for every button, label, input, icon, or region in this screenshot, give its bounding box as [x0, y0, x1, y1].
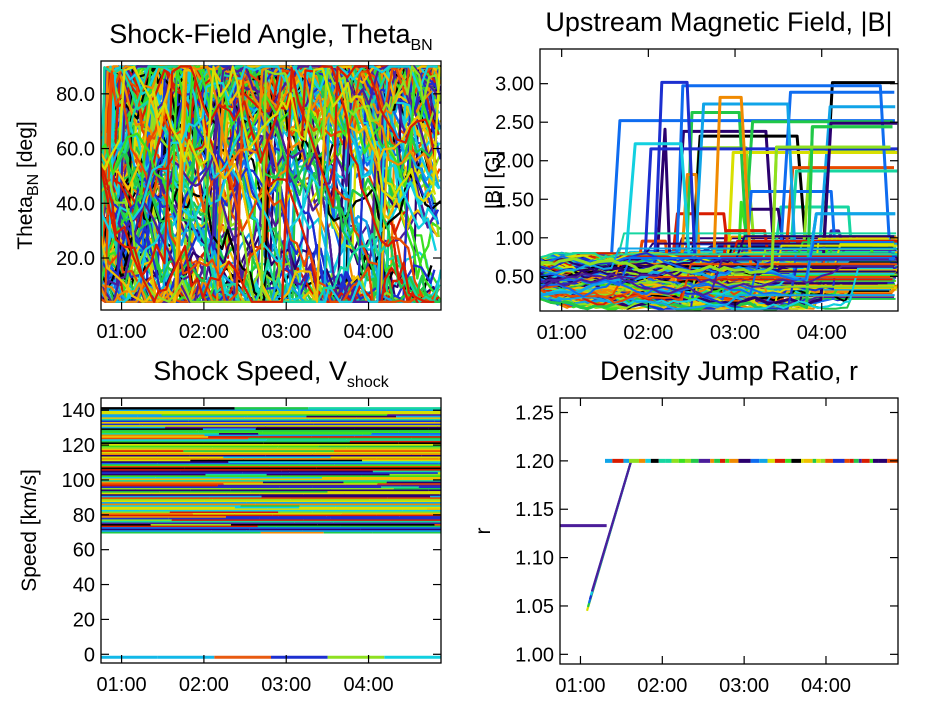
theta-series-line [101, 68, 441, 303]
vshock-y-tick-label: 40 [73, 575, 95, 597]
theta-series-line [101, 65, 434, 214]
ratio-y-tick-label: 1.20 [515, 451, 554, 473]
theta-y-axis-label: ThetaBN [deg] [14, 121, 42, 249]
theta-x-tick-label: 04:00 [344, 321, 394, 343]
ratio-y-axis-label: r [472, 528, 495, 535]
theta-x-tick-label: 03:00 [261, 321, 311, 343]
vshock-y-tick-label: 0 [84, 644, 95, 666]
bfield-series-line [540, 265, 894, 290]
theta-y-tick-label: 60.0 [56, 139, 95, 161]
vshock-y-axis-label: Speed [km/s] [18, 469, 41, 592]
bfield-x-tick-label: 01:00 [537, 322, 587, 344]
theta-series-line [101, 65, 441, 203]
vshock-y-tick-label: 20 [73, 609, 95, 631]
bfield-x-tick-label: 02:00 [623, 322, 673, 344]
theta-y-label-unit: [deg] [14, 121, 37, 174]
bfield-series-line [540, 145, 891, 275]
ratio-x-tick-label: 03:00 [719, 675, 769, 697]
bfield-y-tick-label: 3.00 [495, 74, 534, 96]
bfield-series-line [540, 125, 893, 311]
vshock-y-tick-label: 60 [73, 540, 95, 562]
clip-bfield-marks [540, 80, 898, 311]
bfield-series-line [540, 247, 897, 275]
bfield-series-line [540, 267, 893, 310]
vshock-y-tick-label: 80 [73, 505, 95, 527]
vshock-plot-frame [100, 397, 442, 664]
ratio-ramp-line [590, 460, 633, 592]
bfield-series-line [540, 252, 898, 259]
bfield-series-line [540, 294, 895, 310]
theta-series-line [101, 65, 438, 239]
ratio-y-tick-label: 1.10 [515, 548, 554, 570]
theta-y-tick-label: 20.0 [56, 248, 95, 270]
bfield-series-line [540, 258, 889, 296]
bfield-y-tick-label: 1.50 [495, 189, 534, 211]
panel-theta-bn: 01:00 02:00 03:00 04:00 20.0 40.0 60.0 80.0 Shoc… [14, 19, 442, 343]
clip-ratio-marks [560, 458, 898, 612]
bfield-y-tick-label: 2.00 [495, 151, 534, 173]
ratio-y-tick-label: 1.25 [515, 403, 554, 425]
theta-series-line [101, 65, 435, 303]
bfield-title: Upstream Magnetic Field, |B| [545, 7, 892, 37]
theta-series-line [101, 65, 435, 303]
bfield-y-tick-label: 1.00 [495, 228, 534, 250]
vshock-x-tick-label: 04:00 [344, 674, 394, 696]
ratio-y-tick-label: 1.05 [515, 596, 554, 618]
vshock-y-tick-label: 100 [62, 470, 95, 492]
theta-series-line [101, 65, 437, 303]
vshock-title-subscript: shock [347, 374, 390, 391]
bfield-series-line [540, 252, 892, 265]
panel-upstream-b: 01:00 02:00 03:00 04:00 0.50 1.00 1.50 2.00 2.50… [482, 7, 899, 344]
bfield-x-tick-label: 04:00 [797, 322, 847, 344]
ratio-x-tick-label: 01:00 [555, 675, 605, 697]
ratio-y-tick-label: 1.00 [515, 644, 554, 666]
bfield-y-tick-label: 2.50 [495, 112, 534, 134]
ratio-x-tick-label: 02:00 [637, 675, 687, 697]
theta-title-subscript: BN [410, 37, 432, 54]
theta-series-line [101, 65, 434, 303]
ratio-x-tick-label: 04:00 [801, 675, 851, 697]
theta-y-tick-label: 80.0 [56, 84, 95, 106]
theta-title: Shock-Field Angle, ThetaBN [109, 19, 432, 54]
bfield-x-tick-label: 03:00 [710, 322, 760, 344]
panel-density-jump: 01:00 02:00 03:00 04:00 1.00 1.05 1.10 1.15 1.20… [472, 356, 899, 697]
clip-vshock-marks [101, 407, 441, 659]
ratio-y-tick-label: 1.15 [515, 499, 554, 521]
panel-shock-speed: 01:00 02:00 03:00 04:00 0 20 40 60 80 100 120 140 Sh… [18, 356, 442, 696]
bfield-series-line [540, 278, 893, 306]
bfield-series-line [540, 263, 897, 304]
vshock-x-tick-label: 02:00 [179, 674, 229, 696]
ratio-title: Density Jump Ratio, r [600, 356, 858, 386]
vshock-y-tick-label: 140 [62, 400, 95, 422]
bfield-y-axis-label: |B| [G] [482, 151, 505, 210]
vshock-x-tick-label: 01:00 [97, 674, 147, 696]
theta-y-tick-label: 40.0 [56, 193, 95, 215]
vshock-title: Shock Speed, Vshock [153, 356, 389, 391]
theta-x-tick-label: 02:00 [179, 321, 229, 343]
theta-series-line [101, 66, 441, 303]
theta-x-tick-label: 01:00 [97, 321, 147, 343]
theta-plot-frame [100, 60, 442, 311]
vshock-x-tick-label: 03:00 [261, 674, 311, 696]
theta-series-line [101, 65, 437, 303]
ratio-plot-frame [559, 397, 899, 665]
bfield-plot-frame [539, 48, 899, 312]
theta-series-line [101, 65, 440, 303]
bfield-y-tick-label: 0.50 [495, 266, 534, 288]
clip-theta-marks [101, 65, 441, 303]
vshock-y-tick-label: 120 [62, 435, 95, 457]
theta-y-label-subscript: BN [25, 174, 42, 196]
